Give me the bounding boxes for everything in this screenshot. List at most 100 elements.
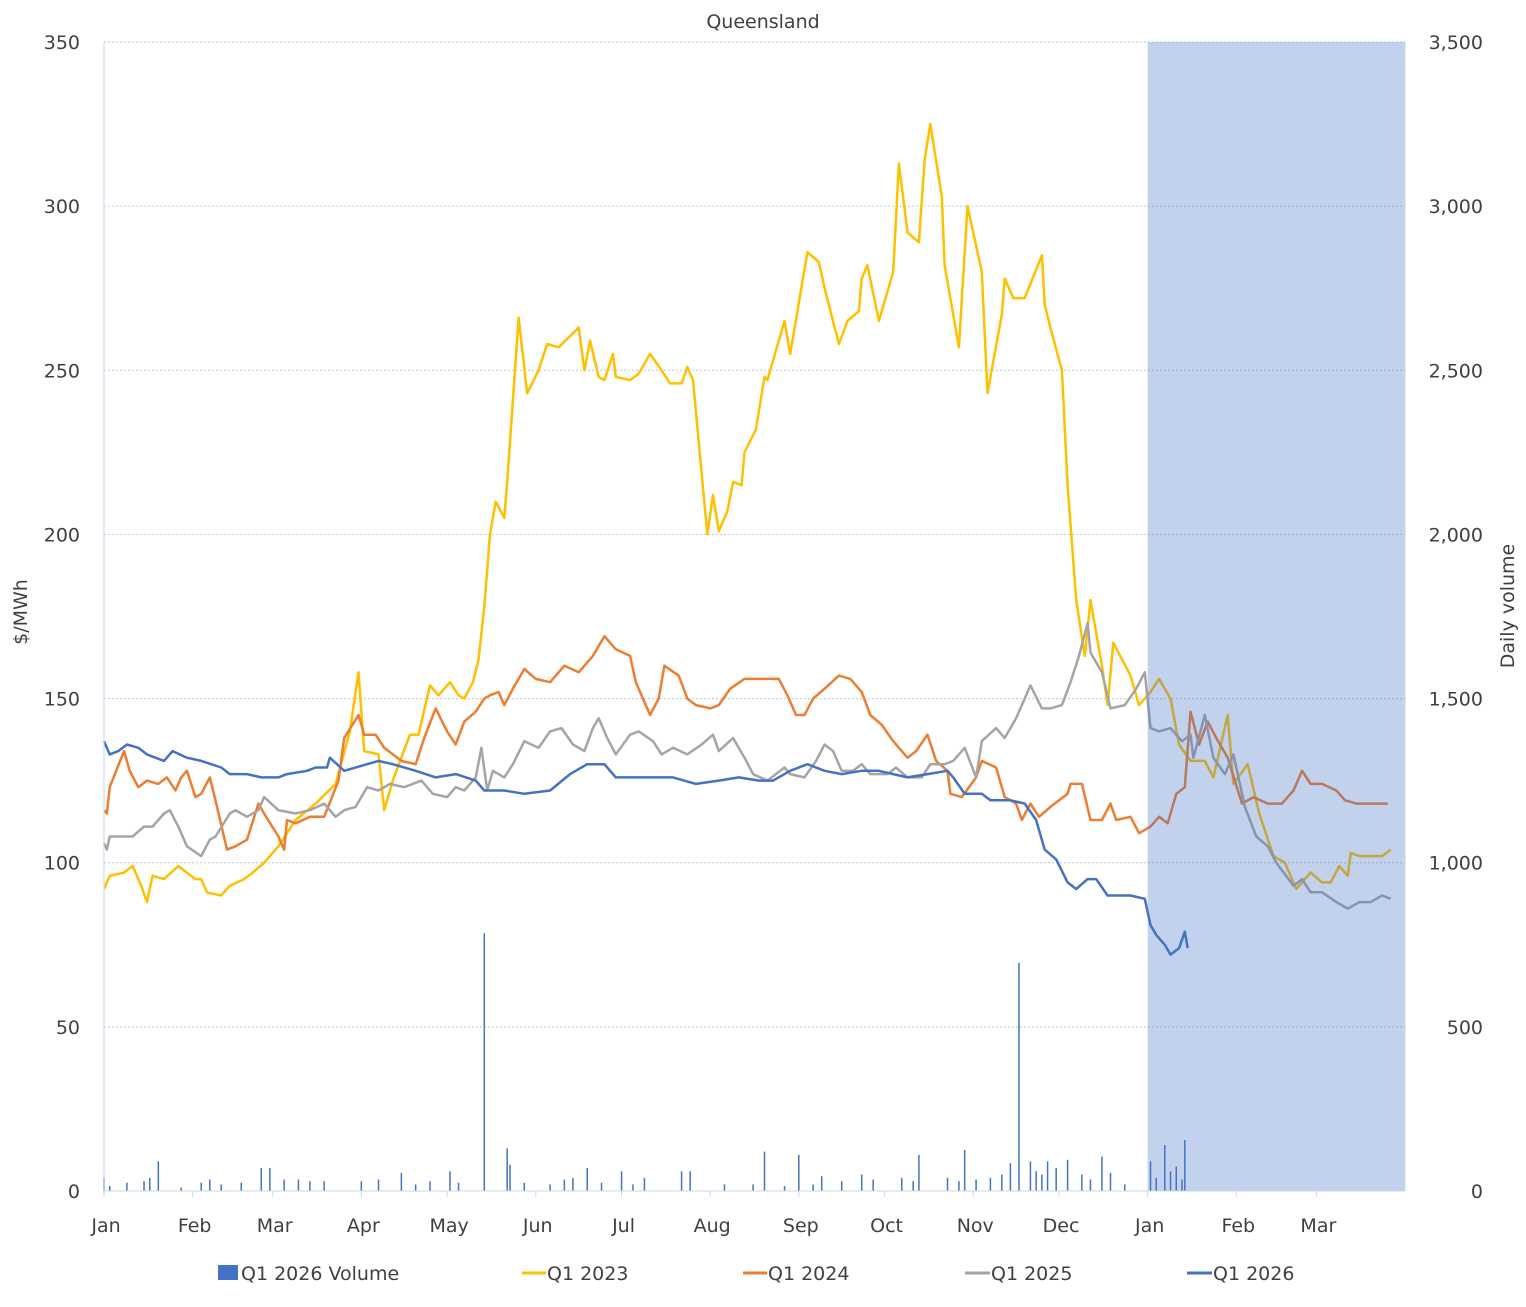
- volume-bar: [1066, 1159, 1069, 1191]
- x-tick-label: Apr: [347, 1215, 380, 1237]
- volume-bar: [820, 1176, 823, 1191]
- volume-bar: [220, 1184, 222, 1191]
- volume-bar: [600, 1182, 603, 1191]
- y-tick-label: 350: [44, 32, 80, 54]
- volume-bar: [449, 1171, 451, 1191]
- volume-bar: [1041, 1174, 1043, 1191]
- volume-bar: [143, 1181, 145, 1191]
- volume-bar: [509, 1164, 511, 1191]
- series-line-q1-2024: [103, 634, 1388, 851]
- volume-bar: [1181, 1179, 1183, 1191]
- volume-bar: [860, 1174, 863, 1191]
- volume-bar: [632, 1184, 634, 1191]
- volume-bar: [180, 1187, 182, 1191]
- volume-bar: [157, 1161, 160, 1191]
- volume-bar: [269, 1168, 271, 1191]
- volume-bar: [309, 1181, 311, 1191]
- volume-bar: [872, 1179, 874, 1191]
- y2-axis-label: Daily volume: [1497, 544, 1519, 669]
- y2-tick-label: 500: [1447, 1017, 1483, 1039]
- right-axis-ticks: 0 500 1,000 1,500 2,000 2,500 3,000 3,500: [1429, 32, 1483, 1203]
- volume-bar: [680, 1171, 683, 1191]
- x-tick-label: Aug: [694, 1215, 731, 1237]
- volume-bar: [1018, 962, 1020, 1191]
- y-tick-label: 300: [44, 196, 80, 218]
- volume-bar: [643, 1177, 646, 1191]
- y2-tick-label: 3,500: [1429, 32, 1483, 54]
- volume-bar: [1175, 1166, 1178, 1191]
- volume-bar: [563, 1179, 566, 1191]
- x-tick-label: Jun: [522, 1215, 553, 1237]
- volume-bar: [1155, 1177, 1157, 1191]
- left-axis-ticks: 0 50 100 150 200 250 300 350: [44, 32, 80, 1203]
- volume-bar: [723, 1184, 726, 1191]
- x-tick-label: Jul: [611, 1215, 635, 1237]
- volume-bar: [400, 1172, 403, 1191]
- x-tick-label: Dec: [1043, 1215, 1080, 1237]
- volume-bar: [414, 1184, 417, 1191]
- volume-bar: [752, 1184, 754, 1191]
- volume-bar: [483, 933, 486, 1191]
- volume-bar: [429, 1181, 431, 1191]
- x-tick-label: Jan: [1134, 1215, 1164, 1237]
- price-lines: [102, 122, 1392, 956]
- volume-bar: [1055, 1168, 1057, 1191]
- volume-bar: [1164, 1145, 1166, 1191]
- volume-bar: [1035, 1171, 1037, 1191]
- x-tick-label: Mar: [257, 1215, 293, 1237]
- volume-bar: [812, 1184, 814, 1191]
- volume-bar: [457, 1182, 460, 1191]
- x-tick-label: Jan: [90, 1215, 120, 1237]
- x-tick-label: Oct: [870, 1215, 903, 1237]
- volume-bar: [240, 1182, 242, 1191]
- volume-bar: [912, 1181, 914, 1191]
- x-tick-label: Mar: [1300, 1215, 1336, 1237]
- y2-tick-label: 2,500: [1429, 360, 1483, 382]
- volume-bar: [918, 1154, 920, 1191]
- chart-title: Queensland: [706, 11, 819, 33]
- volume-bar: [523, 1182, 526, 1191]
- volume-bar: [1046, 1161, 1049, 1191]
- series-line-q1-2023: [102, 122, 1392, 904]
- volume-bar: [840, 1181, 843, 1191]
- volume-bar: [209, 1179, 211, 1191]
- legend-label-q1-2024: Q1 2024: [768, 1263, 849, 1285]
- legend-label-q1-2026: Q1 2026: [1213, 1263, 1294, 1285]
- volume-bar: [1184, 1140, 1186, 1191]
- volume-bar: [506, 1148, 508, 1191]
- series-line-q1-2026: [102, 740, 1189, 956]
- volume-bar: [975, 1179, 977, 1191]
- x-tick-label: May: [429, 1215, 468, 1237]
- volume-bar: [1009, 1163, 1012, 1191]
- volume-bar: [1001, 1174, 1003, 1191]
- volume-bar: [763, 1151, 766, 1191]
- volume-bar: [148, 1177, 151, 1191]
- volume-bar: [1124, 1184, 1126, 1191]
- volume-bar: [1089, 1179, 1092, 1191]
- y2-tick-label: 1,000: [1429, 853, 1483, 875]
- volume-bar: [200, 1182, 202, 1191]
- y2-tick-label: 2,000: [1429, 524, 1483, 546]
- y-tick-label: 100: [44, 853, 80, 875]
- y2-tick-label: 1,500: [1429, 689, 1483, 711]
- volume-bar: [783, 1186, 786, 1191]
- volume-bar: [1149, 1161, 1152, 1191]
- volume-bar: [1029, 1161, 1032, 1191]
- volume-bar: [108, 1186, 111, 1191]
- volume-bar: [297, 1179, 300, 1191]
- volume-bar: [963, 1149, 966, 1191]
- y-tick-label: 250: [44, 360, 80, 382]
- y-tick-label: 150: [44, 689, 80, 711]
- volume-bars: [103, 933, 1186, 1191]
- volume-bar: [260, 1168, 263, 1191]
- volume-bar: [1169, 1171, 1172, 1191]
- volume-bar: [958, 1181, 960, 1191]
- volume-bar: [620, 1171, 623, 1191]
- gridlines: [104, 41, 1405, 1028]
- volume-bar: [126, 1182, 128, 1191]
- volume-bar: [689, 1171, 691, 1191]
- x-tick-label: Feb: [178, 1215, 212, 1237]
- legend-label-q1-2025: Q1 2025: [991, 1263, 1072, 1285]
- series-line-q1-2025: [102, 621, 1392, 910]
